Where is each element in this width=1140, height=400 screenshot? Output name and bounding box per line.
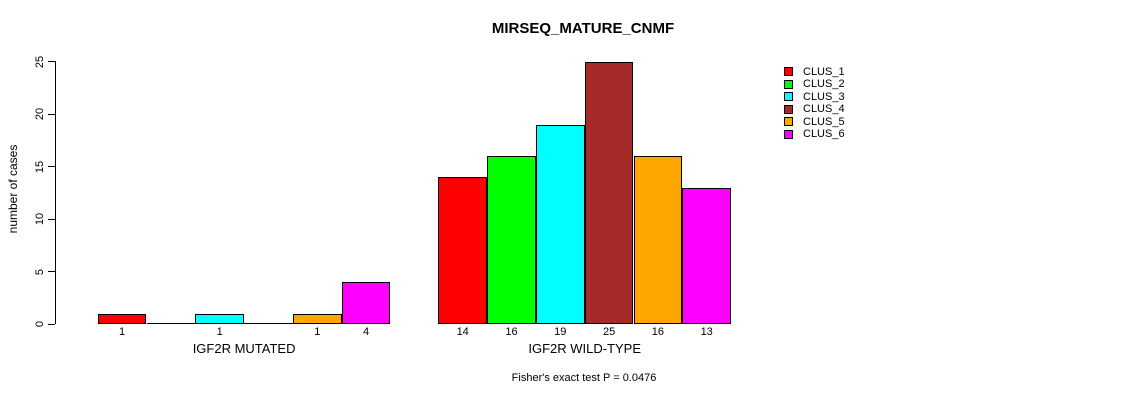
bar-clus-5-group2: [633, 156, 683, 324]
bar-clus-2-group2: [487, 156, 536, 324]
y-axis-tick-10: [48, 218, 55, 220]
legend-label-clus-6: CLUS_6: [803, 128, 845, 140]
y-axis-tick-0: [48, 323, 55, 325]
y-axis-tick-15: [48, 166, 55, 167]
bar-value-label: 13: [700, 325, 713, 338]
legend-label-clus-5: CLUS_5: [803, 115, 845, 128]
bar-clus-3-group2: [535, 124, 585, 324]
bar-clus-4-group2: [584, 61, 634, 324]
legend-swatch-clus-3: [784, 92, 793, 101]
legend-label-clus-2: CLUS_2: [803, 78, 845, 90]
bar-clus-2-group1-zero: [146, 323, 197, 324]
bar-clus-4-group1-zero: [244, 323, 294, 324]
bar-clus-5-group1: [292, 313, 342, 324]
legend-label-clus-1: CLUS_1: [803, 65, 845, 78]
bar-value-label: 1: [314, 325, 321, 338]
bar-value-label: 16: [651, 325, 665, 338]
bar-value-label: 1: [216, 325, 223, 338]
y-axis-tick-20: [48, 113, 55, 115]
bar-value-label: 14: [456, 325, 469, 338]
chart-title: MIRSEQ_MATURE_CNMF: [491, 20, 675, 37]
bar-clus-6-group1: [341, 282, 391, 324]
bar-clus-1-group2: [438, 177, 488, 324]
legend-swatch-clus-1: [784, 67, 793, 76]
legend-swatch-clus-2: [784, 79, 793, 89]
bar-value-label: 19: [554, 325, 567, 338]
legend-swatch-clus-5: [784, 117, 793, 126]
legend-label-clus-3: CLUS_3: [803, 90, 845, 103]
fishers-test-caption: Fisher's exact test P = 0.0476: [511, 372, 657, 384]
bar-clus-6-group2: [682, 187, 732, 324]
bar-value-label: 25: [602, 325, 616, 338]
group-label-2: IGF2R WILD-TYPE: [528, 341, 642, 356]
y-axis-tick-5: [48, 271, 55, 272]
y-axis-line: [55, 61, 56, 324]
bar-value-label: 4: [363, 325, 370, 338]
bar-clus-3-group1: [195, 313, 245, 324]
y-axis-tick-25: [48, 61, 55, 62]
group-label-1: IGF2R MUTATED: [192, 341, 296, 356]
bar-value-label: 16: [505, 325, 518, 338]
legend-swatch-clus-6: [784, 129, 793, 139]
bar-clus-1-group1: [97, 313, 147, 324]
legend-label-clus-4: CLUS_4: [803, 103, 845, 115]
bar-value-label: 1: [119, 325, 126, 338]
legend-swatch-clus-4: [784, 104, 793, 114]
